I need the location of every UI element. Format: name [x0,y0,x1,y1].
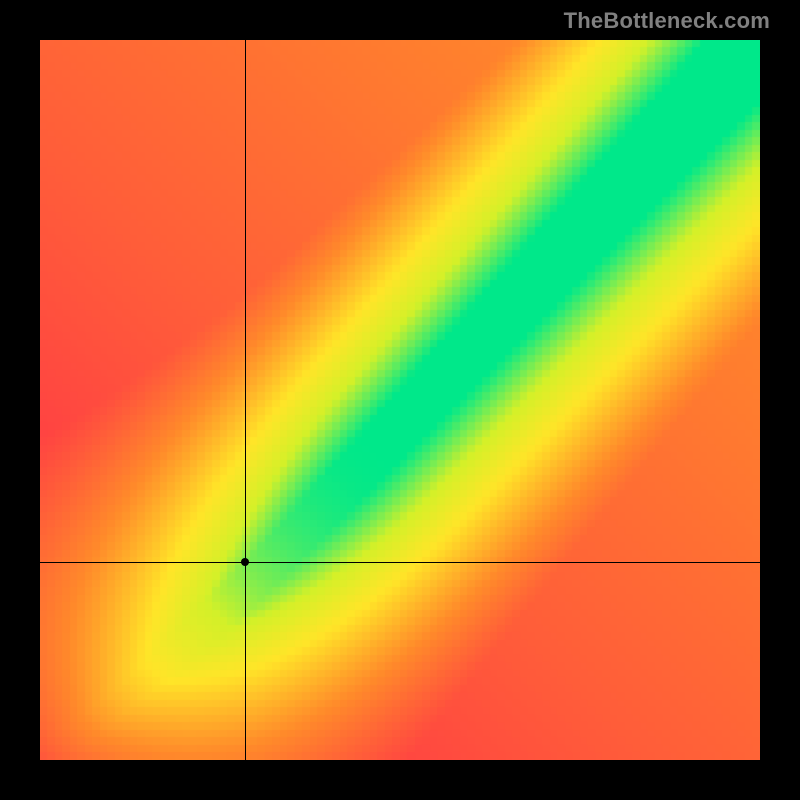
heatmap-plot [40,40,760,760]
crosshair-vertical [245,40,246,760]
watermark-label: TheBottleneck.com [564,8,770,34]
heatmap-canvas [40,40,760,760]
chart-container: TheBottleneck.com [0,0,800,800]
crosshair-horizontal [40,562,760,563]
crosshair-point [241,558,249,566]
